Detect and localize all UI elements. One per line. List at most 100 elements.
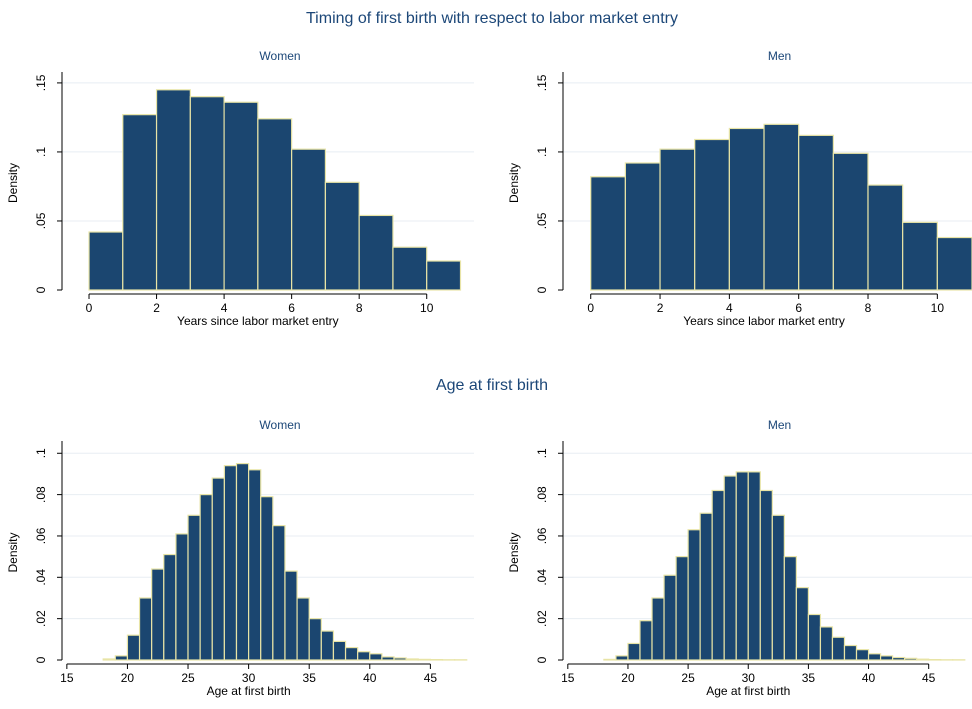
histogram-bar xyxy=(625,163,660,290)
histogram-bar xyxy=(127,635,139,660)
y-tick-label: 0 xyxy=(34,656,48,663)
panel-title: Men xyxy=(768,49,791,63)
histogram-bar xyxy=(857,650,869,660)
histogram-bar xyxy=(700,513,712,660)
y-tick-label: .15 xyxy=(34,74,48,91)
histogram-bar xyxy=(844,646,856,660)
histogram-bar xyxy=(200,495,212,660)
histogram-bar xyxy=(724,476,736,660)
histogram-bar xyxy=(676,557,688,660)
histogram-bar xyxy=(261,497,273,660)
histogram-bar xyxy=(406,659,418,660)
histogram-bar xyxy=(164,555,176,660)
histogram-bar xyxy=(712,490,724,660)
histogram-bar xyxy=(760,490,772,660)
y-tick-label: .08 xyxy=(535,486,549,503)
x-tick-label: 30 xyxy=(742,671,756,685)
section-title-age: Age at first birth xyxy=(436,377,548,394)
y-tick-label: .05 xyxy=(535,212,549,229)
y-tick-label: .06 xyxy=(34,527,48,544)
histogram-bar xyxy=(808,615,820,660)
x-tick-label: 25 xyxy=(681,671,695,685)
histogram-bar xyxy=(664,575,676,660)
x-tick-label: 20 xyxy=(121,671,135,685)
x-axis-title: Years since labor market entry xyxy=(683,314,845,328)
histogram-bar xyxy=(418,659,430,660)
y-tick-label: 0 xyxy=(535,286,549,293)
histogram-bar xyxy=(394,658,406,660)
histogram-bar xyxy=(103,659,115,660)
x-tick-label: 45 xyxy=(922,671,936,685)
x-tick-label: 6 xyxy=(795,301,802,315)
histogram-bar xyxy=(382,657,394,660)
histogram-bar xyxy=(176,534,188,660)
x-tick-label: 10 xyxy=(420,301,434,315)
x-tick-label: 45 xyxy=(424,671,438,685)
histogram-bar xyxy=(688,530,700,660)
histogram-bar xyxy=(333,641,345,660)
x-tick-label: 25 xyxy=(181,671,195,685)
histogram-bar xyxy=(427,261,461,290)
histogram-bar xyxy=(152,569,164,660)
x-tick-label: 40 xyxy=(363,671,377,685)
y-axis-title: Density xyxy=(6,532,20,572)
histogram-bar xyxy=(905,658,917,660)
x-tick-label: 40 xyxy=(862,671,876,685)
histogram-bar xyxy=(370,654,382,660)
histogram-bar xyxy=(89,232,123,290)
histogram-bar xyxy=(188,515,200,660)
y-tick-label: .1 xyxy=(535,147,549,157)
histogram-bar xyxy=(748,472,760,660)
y-tick-label: .15 xyxy=(535,74,549,91)
x-tick-label: 10 xyxy=(931,301,945,315)
histogram-bar xyxy=(359,215,393,290)
histogram-bar xyxy=(729,128,764,290)
histogram-bar xyxy=(285,571,297,660)
histogram-bar xyxy=(292,149,326,290)
histogram-bar xyxy=(833,153,868,290)
x-tick-label: 0 xyxy=(86,301,93,315)
histogram-bar xyxy=(321,631,333,660)
x-tick-label: 6 xyxy=(288,301,295,315)
x-tick-label: 8 xyxy=(356,301,363,315)
histogram-bar xyxy=(604,659,616,660)
histogram-bar xyxy=(190,97,224,290)
y-tick-label: .02 xyxy=(34,610,48,627)
histogram-bar xyxy=(249,470,261,660)
y-axis-title: Density xyxy=(507,532,521,572)
histogram-bar xyxy=(695,140,730,290)
x-tick-label: 20 xyxy=(621,671,635,685)
histogram-bar xyxy=(140,598,152,660)
histogram-bar xyxy=(764,124,799,290)
x-tick-label: 4 xyxy=(221,301,228,315)
histogram-bar xyxy=(652,598,664,660)
histogram-bar xyxy=(917,659,929,660)
histogram-bar xyxy=(358,652,370,660)
histogram-bar xyxy=(772,515,784,660)
x-tick-label: 2 xyxy=(657,301,664,315)
x-axis-title: Age at first birth xyxy=(207,684,291,698)
histogram-bar xyxy=(297,598,309,660)
histogram-bar xyxy=(212,478,224,660)
x-tick-label: 4 xyxy=(726,301,733,315)
x-tick-label: 15 xyxy=(60,671,74,685)
histogram-bar xyxy=(660,149,695,290)
histogram-bar xyxy=(799,135,834,290)
x-axis-title: Years since labor market entry xyxy=(177,314,339,328)
histogram-bar xyxy=(224,466,236,660)
x-tick-label: 30 xyxy=(242,671,256,685)
histogram-bar xyxy=(868,185,903,290)
panel-title: Women xyxy=(259,49,300,63)
y-tick-label: 0 xyxy=(535,656,549,663)
y-tick-label: .08 xyxy=(34,486,48,503)
histogram-bar xyxy=(224,102,258,290)
y-tick-label: .1 xyxy=(34,448,48,458)
section-title-timing: Timing of first birth with respect to la… xyxy=(306,10,678,27)
panel-title: Women xyxy=(259,418,300,432)
histogram-bar xyxy=(157,90,191,290)
histogram-bar xyxy=(869,654,881,660)
